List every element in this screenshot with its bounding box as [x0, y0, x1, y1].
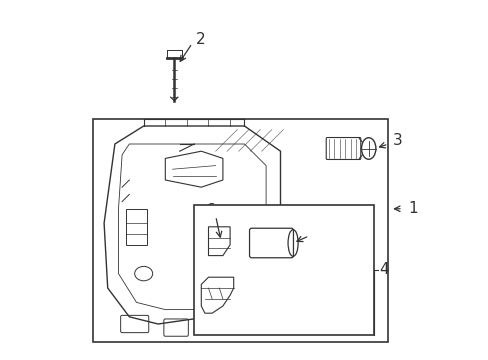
Bar	[125, 209, 147, 245]
Bar	[194, 205, 373, 335]
Text: 5: 5	[312, 225, 322, 240]
Text: 3: 3	[392, 133, 402, 148]
Text: 2: 2	[196, 32, 205, 47]
Text: 4: 4	[379, 262, 388, 278]
Bar	[93, 119, 387, 342]
Text: 6: 6	[205, 203, 215, 218]
Text: 1: 1	[407, 201, 417, 216]
